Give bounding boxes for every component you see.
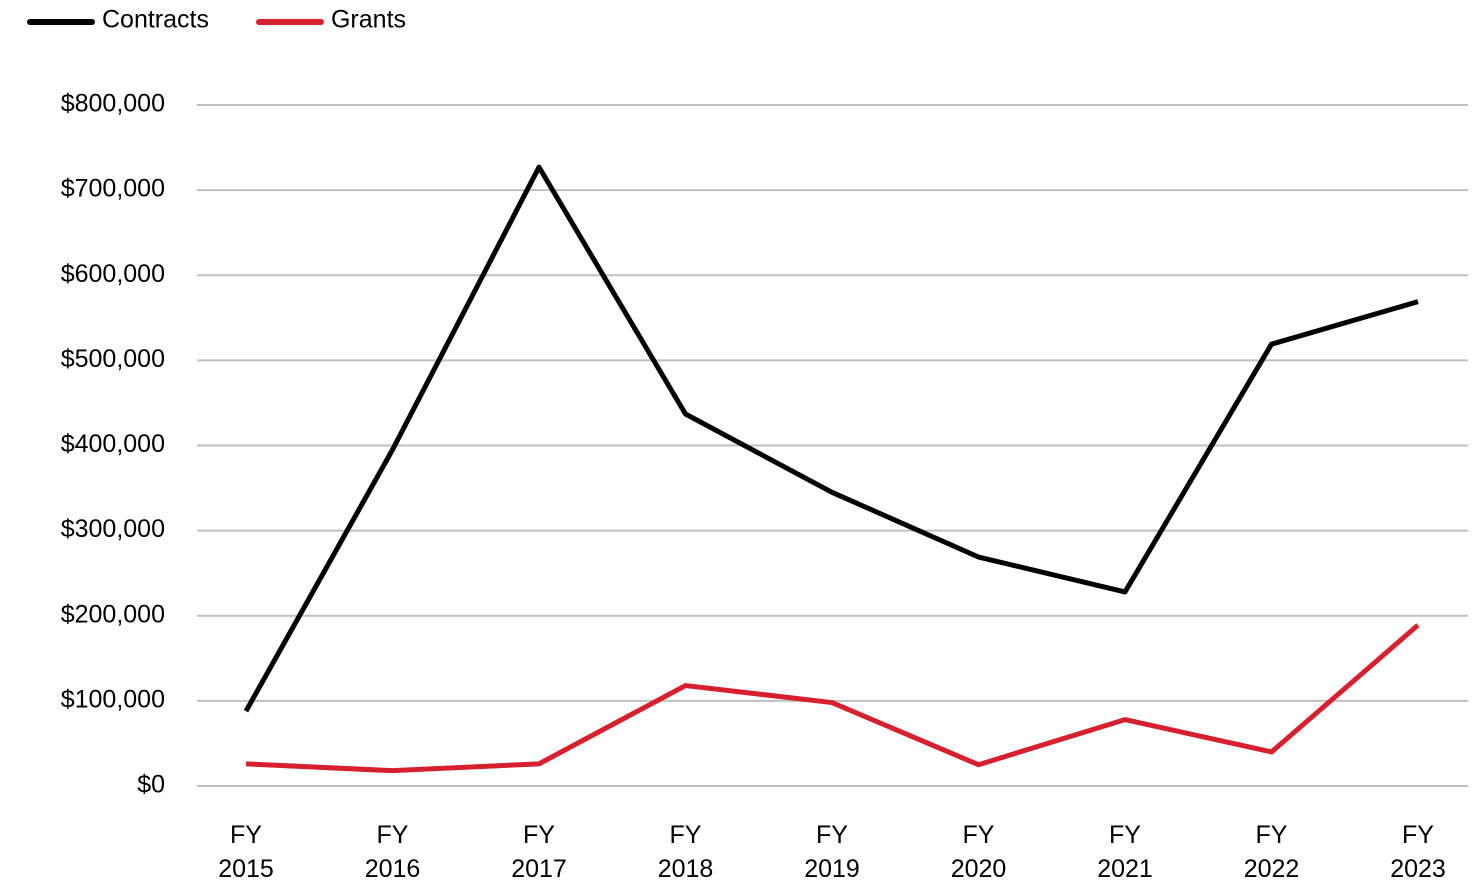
x-tick-label: FY 2023	[1390, 821, 1446, 883]
x-tick-label: FY 2016	[365, 821, 421, 883]
x-tick-label: FY 2019	[804, 821, 860, 883]
legend-label: Grants	[331, 6, 406, 34]
y-tick-label: $800,000	[61, 90, 165, 118]
y-tick-label: $500,000	[61, 345, 165, 373]
x-tick-label: FY 2018	[658, 821, 714, 883]
series-line	[245, 623, 1420, 774]
y-tick-label: $0	[137, 771, 165, 799]
x-tick-label: FY 2015	[218, 821, 274, 883]
legend-label: Contracts	[102, 6, 209, 34]
y-tick-label: $200,000	[61, 600, 165, 628]
x-tick-label: FY 2021	[1097, 821, 1153, 883]
x-tick-label: FY 2017	[511, 821, 567, 883]
series-line	[243, 164, 1419, 713]
y-tick-label: $100,000	[61, 685, 165, 713]
x-tick-label: FY 2020	[951, 821, 1007, 883]
y-tick-label: $600,000	[61, 260, 165, 288]
y-tick-label: $400,000	[61, 430, 165, 458]
y-tick-label: $700,000	[61, 175, 165, 203]
x-tick-label: FY 2022	[1244, 821, 1300, 883]
y-tick-label: $300,000	[61, 515, 165, 543]
